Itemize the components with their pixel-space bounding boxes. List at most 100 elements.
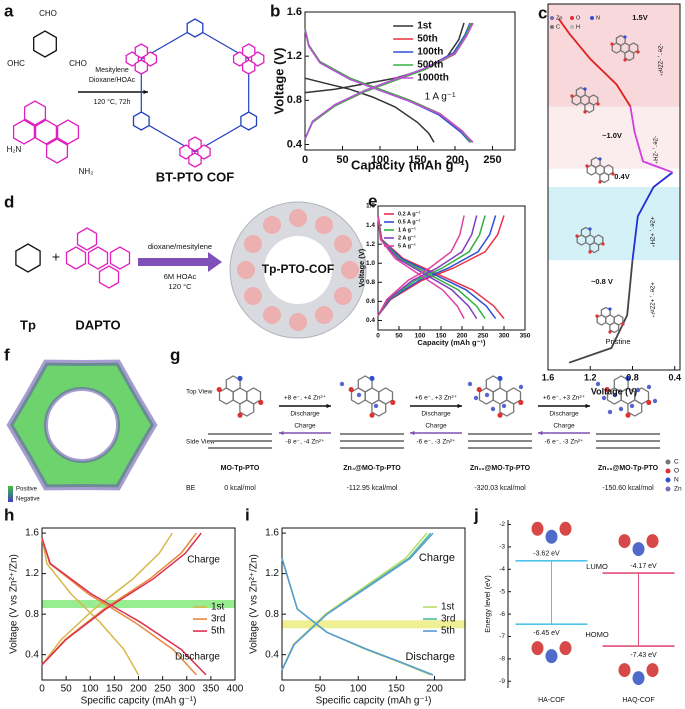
reaction-arrow (138, 258, 208, 266)
legend-atom (665, 468, 671, 474)
label: Discharge (549, 411, 579, 418)
arrow-head (326, 403, 331, 409)
y-tick-label: -2 (499, 521, 505, 528)
atom (621, 322, 625, 326)
x-tick-label: 150 (408, 154, 426, 166)
label: 6M HOAc (164, 272, 197, 281)
zn-atom (484, 392, 490, 398)
label: 120 °C (168, 282, 192, 291)
legend-label: 0.5 A g⁻¹ (398, 218, 421, 225)
zn-atom (646, 384, 652, 390)
value-label: -4.17 eV (630, 563, 657, 570)
y-tick-label: 0.4 (366, 317, 375, 324)
orbital-lobe (618, 534, 631, 549)
dapto-ring (109, 246, 131, 270)
label: Zn₁₆@MO-Tp-PTO (598, 465, 659, 472)
cof-node (241, 59, 256, 75)
annotation: 1 A g⁻¹ (425, 92, 457, 103)
y-tick-label: 1.2 (265, 568, 279, 579)
orbital-lobe (646, 663, 659, 678)
label: C (556, 24, 560, 30)
arrow-head (457, 403, 462, 409)
panel-letter: d (4, 192, 14, 211)
arrow-head (143, 89, 148, 95)
pto-ring (23, 100, 47, 126)
series-line (631, 171, 674, 261)
annotation: ~0.8 V (591, 277, 613, 286)
tp-ring (15, 243, 41, 273)
annotation: Charge (419, 552, 455, 564)
cof-spot (289, 209, 307, 227)
y-tick-label: 0.8 (25, 609, 39, 620)
series-line (557, 18, 632, 107)
legend-label: 5th (211, 626, 225, 637)
legend-label: 50th (417, 34, 438, 45)
annotation: +2e⁻, +2H⁺ (648, 216, 655, 247)
series-line (568, 260, 634, 364)
legend-atom (550, 16, 554, 20)
level-name: LUMO (586, 562, 608, 571)
atom (623, 35, 627, 39)
atom (497, 375, 503, 381)
molecule-ring (627, 399, 643, 417)
y-tick-label: 1.2 (366, 241, 375, 248)
y-tick-label: 1.0 (366, 260, 375, 267)
x-tick-label: 100 (82, 684, 99, 695)
legend-atom (570, 16, 574, 20)
label: -320.03 kcal/mol (474, 485, 526, 492)
atom (646, 399, 652, 405)
orbital-lobe (646, 534, 659, 549)
orbital-lobe (531, 641, 544, 656)
x-tick-label: 250 (478, 333, 489, 340)
annotation: Discharge (175, 652, 220, 663)
atom (611, 172, 615, 176)
legend-atom (665, 486, 671, 492)
molecule-ring (624, 49, 635, 62)
y-tick-label: 1.6 (287, 6, 302, 18)
label: Top View (186, 389, 213, 396)
atom (575, 234, 579, 238)
legend-label: 100th (417, 47, 443, 58)
panel-letter: h (4, 505, 14, 524)
label: -8 e⁻, -4 Zn²⁺ (285, 439, 325, 446)
molecule-ring (239, 399, 255, 417)
y-axis-label: Voltage (V) (357, 248, 366, 287)
atom (583, 110, 587, 114)
x-tick-label: 50 (336, 154, 348, 166)
x-tick-label: 0.8 (626, 372, 639, 382)
cof-spot (334, 287, 353, 305)
label: N (596, 15, 600, 21)
y-tick-label: -6 (499, 611, 505, 618)
series-line (377, 215, 478, 320)
cof-node (240, 111, 258, 131)
annotation: Charge (187, 555, 220, 566)
benzene-ring (33, 30, 57, 58)
x-tick-label: 100 (415, 333, 426, 340)
label: -150.60 kcal/mol (602, 485, 654, 492)
panel-letter: g (170, 345, 180, 364)
category-label: HA-COF (538, 697, 565, 704)
label: -112.95 kcal/mol (347, 485, 398, 492)
dapto-ring (65, 246, 87, 270)
x-tick-label: 100 (371, 154, 389, 166)
zn-atom (618, 406, 624, 412)
x-tick-label: 350 (520, 333, 531, 340)
atom (390, 399, 396, 405)
panel-letter: i (245, 505, 250, 524)
label: Zn (556, 15, 562, 21)
atom (369, 375, 375, 381)
x-tick-label: 350 (203, 684, 220, 695)
atom (237, 412, 243, 418)
reference-band (282, 620, 465, 629)
atom (583, 87, 587, 91)
panel-letter: c (538, 3, 547, 22)
pto-ring (45, 138, 69, 164)
molecule-ring (371, 399, 387, 417)
cof-spot (315, 215, 333, 234)
label: -6 e⁻, -3 Zn²⁺ (416, 439, 456, 446)
zn-atom (467, 381, 473, 387)
label: BE (186, 485, 196, 492)
cof-node (188, 136, 202, 152)
y-axis-label: Energy level (eV) (483, 575, 492, 633)
